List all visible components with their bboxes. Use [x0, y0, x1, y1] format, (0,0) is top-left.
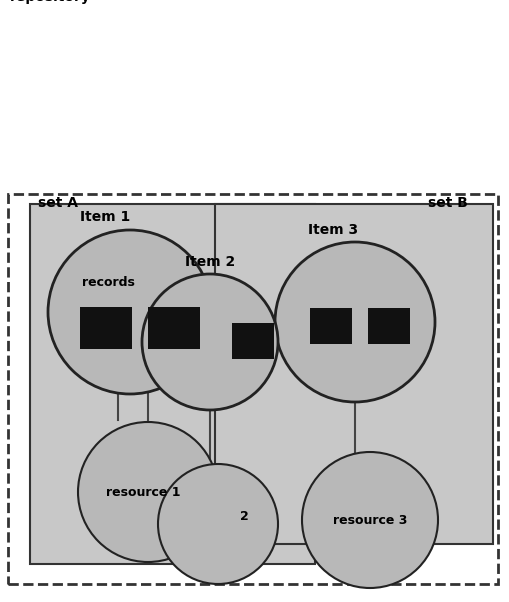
Circle shape	[275, 242, 435, 402]
Text: records: records	[82, 276, 135, 288]
Bar	[148, 307, 200, 349]
Circle shape	[302, 452, 438, 588]
Text: repository: repository	[10, 0, 91, 4]
Circle shape	[158, 464, 278, 584]
Bar	[232, 323, 274, 359]
Bar	[80, 307, 132, 349]
Text: Item 3: Item 3	[308, 223, 358, 237]
Bar	[30, 204, 315, 564]
Circle shape	[48, 230, 212, 394]
Bar	[215, 204, 493, 544]
Text: 2: 2	[240, 510, 249, 524]
Circle shape	[142, 274, 278, 410]
Text: set B: set B	[428, 196, 468, 210]
Bar	[368, 308, 410, 344]
Bar	[310, 308, 352, 344]
Text: Item 2: Item 2	[185, 255, 235, 269]
Text: set A: set A	[38, 196, 78, 210]
Text: Item 1: Item 1	[80, 210, 130, 224]
Text: resource 3: resource 3	[333, 514, 407, 527]
Circle shape	[78, 422, 218, 562]
Bar	[8, 194, 498, 584]
Text: resource 1: resource 1	[106, 485, 180, 498]
